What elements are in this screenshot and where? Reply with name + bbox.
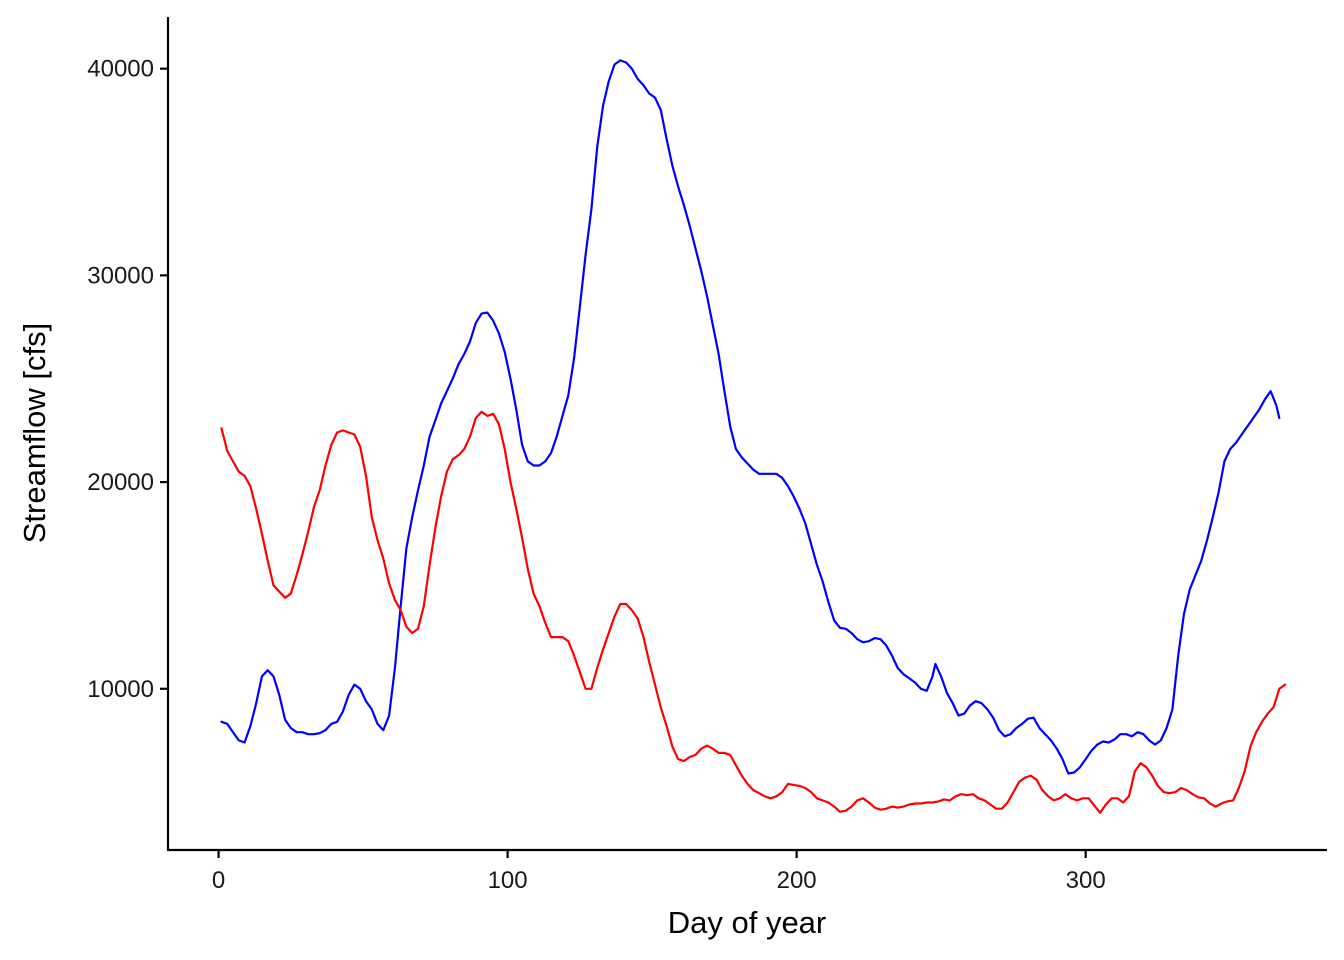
y-tick-label: 20000	[87, 469, 154, 496]
plot-area	[220, 59, 1287, 814]
axis-ticks: 0 100 200 300 10000 20000 30000 40000	[87, 56, 1105, 894]
series-line-1	[220, 59, 1281, 775]
y-tick-label: 30000	[87, 262, 154, 289]
y-axis-title: Streamflow [cfs]	[17, 323, 52, 544]
y-tick-label: 40000	[87, 56, 154, 83]
x-tick-label: 300	[1066, 867, 1106, 894]
x-tick-label: 0	[212, 867, 225, 894]
x-axis-title: Day of year	[668, 905, 827, 940]
x-tick-label: 100	[488, 867, 528, 894]
y-tick-label: 10000	[87, 676, 154, 703]
series-line-2	[220, 410, 1287, 814]
x-tick-label: 200	[777, 867, 817, 894]
